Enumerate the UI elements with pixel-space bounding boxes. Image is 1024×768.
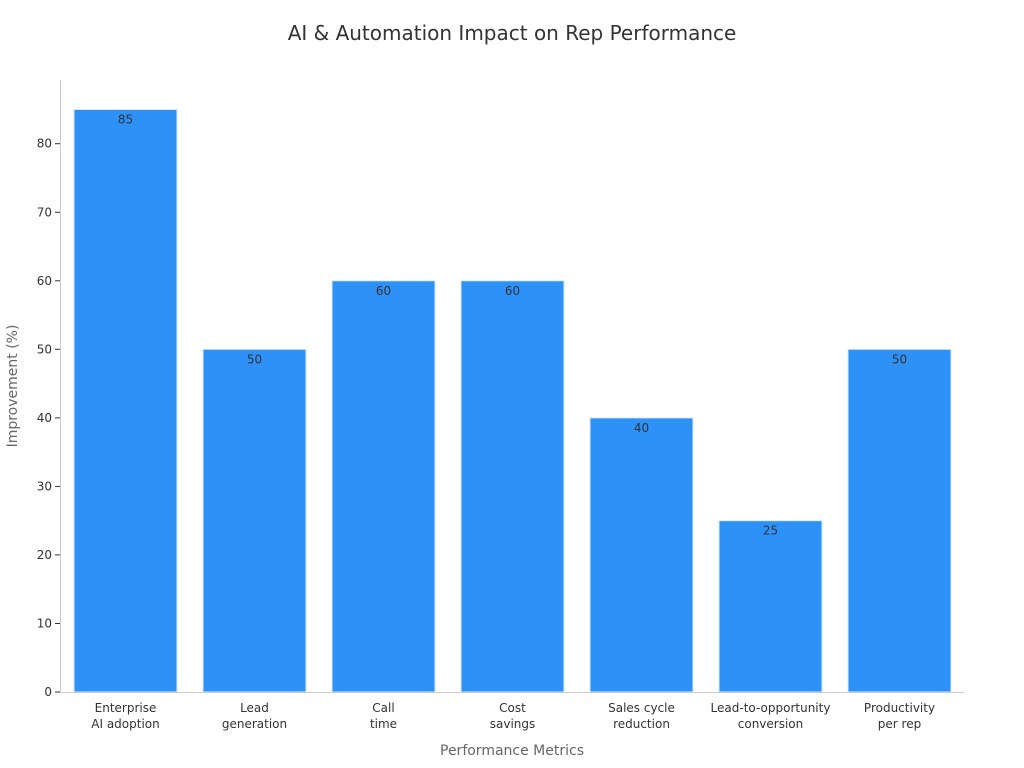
bar (847, 348, 952, 693)
chart-title: AI & Automation Impact on Rep Performanc… (288, 21, 737, 45)
x-tick-label: Lead generation (222, 701, 287, 731)
bar-value-label: 85 (118, 113, 133, 127)
bars-layer (73, 109, 952, 693)
bar (331, 280, 436, 693)
x-tick-label: Call time (370, 701, 397, 731)
y-tick-label: 50 (37, 342, 52, 356)
data-labels-layer: 85 50 60 60 40 25 50 (118, 113, 907, 538)
y-tick-label: 70 (37, 205, 52, 219)
bar-value-label: 40 (634, 421, 649, 435)
bar (589, 417, 694, 693)
y-tick-label: 30 (37, 479, 52, 493)
y-axis-title: Improvement (%) (5, 325, 21, 448)
y-tick-label: 80 (37, 137, 52, 151)
x-category-labels: Enterprise AI adoption Lead generation Call t… (91, 701, 935, 731)
y-tick-label: 10 (37, 617, 52, 631)
bar (460, 280, 565, 693)
y-tick-label: 0 (44, 685, 52, 699)
bar (73, 109, 178, 693)
y-tick-label: 20 (37, 548, 52, 562)
y-tick-label: 60 (37, 274, 52, 288)
bar-value-label: 50 (892, 352, 907, 366)
x-tick-label: Cost savings (490, 701, 536, 731)
x-tick-label: Sales cycle reduction (608, 701, 675, 731)
y-ticks: 0 10 20 30 40 50 60 70 80 (37, 137, 60, 699)
y-tick-label: 40 (37, 411, 52, 425)
bar-value-label: 50 (247, 352, 262, 366)
bar-value-label: 60 (376, 284, 391, 298)
x-axis-title: Performance Metrics (440, 743, 584, 759)
bar-value-label: 60 (505, 284, 520, 298)
bar (202, 348, 307, 693)
x-tick-label: Enterprise AI adoption (91, 701, 159, 731)
x-tick-label: Productivity per rep (864, 701, 935, 731)
bar-value-label: 25 (763, 524, 778, 538)
bar (718, 520, 823, 693)
x-tick-label: Lead-to-opportunity conversion (711, 701, 831, 731)
